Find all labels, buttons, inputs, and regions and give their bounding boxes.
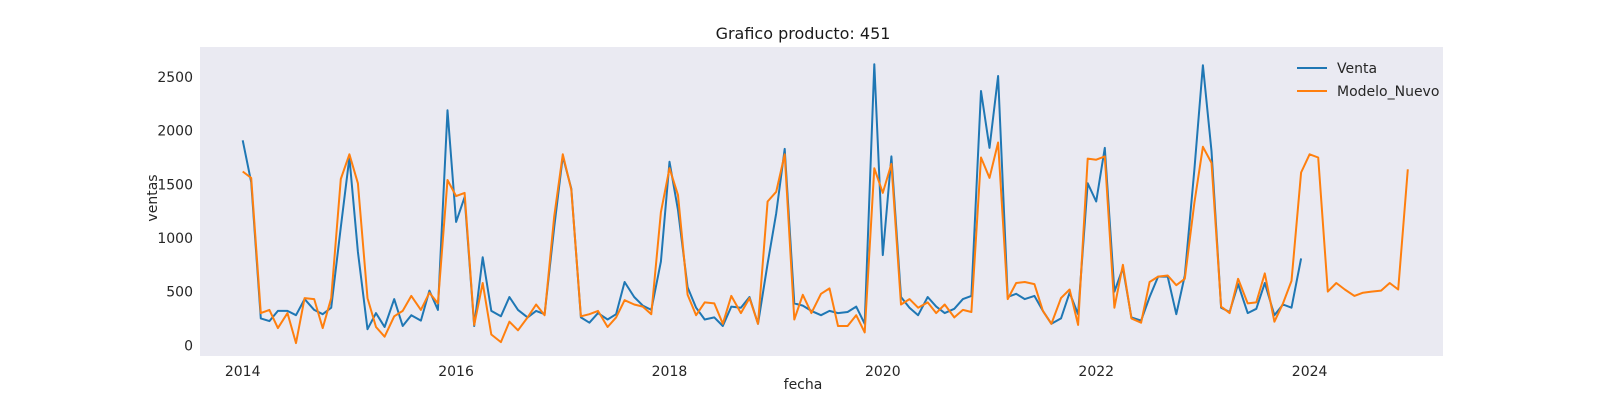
x-tick-label: 2018	[652, 364, 688, 380]
y-axis-label: ventas	[145, 174, 161, 221]
x-axis-ticks: 2014 2016 2018 2020 2022 2024	[225, 364, 1328, 380]
y-tick-label: 0	[184, 338, 193, 354]
y-tick-label: 1500	[157, 177, 193, 193]
legend-label: Venta	[1337, 61, 1377, 77]
x-tick-label: 2020	[865, 364, 901, 380]
x-tick-label: 2014	[225, 364, 261, 380]
legend: Venta Modelo_Nuevo	[1297, 61, 1439, 100]
y-tick-label: 500	[166, 285, 193, 301]
x-tick-label: 2024	[1292, 364, 1328, 380]
x-tick-label: 2016	[438, 364, 474, 380]
x-tick-label: 2022	[1078, 364, 1114, 380]
series-line-modelo-nuevo	[242, 141, 1409, 345]
y-tick-label: 1000	[157, 231, 193, 247]
chart-title: Grafico producto: 451	[716, 24, 891, 43]
y-tick-label: 2000	[157, 124, 193, 140]
x-axis-label: fecha	[784, 377, 823, 393]
y-axis-ticks: 0 500 1000 1500 2000 2500	[157, 70, 193, 354]
series-layer	[241, 63, 1409, 345]
legend-label: Modelo_Nuevo	[1337, 84, 1439, 100]
y-tick-label: 2500	[157, 70, 193, 86]
